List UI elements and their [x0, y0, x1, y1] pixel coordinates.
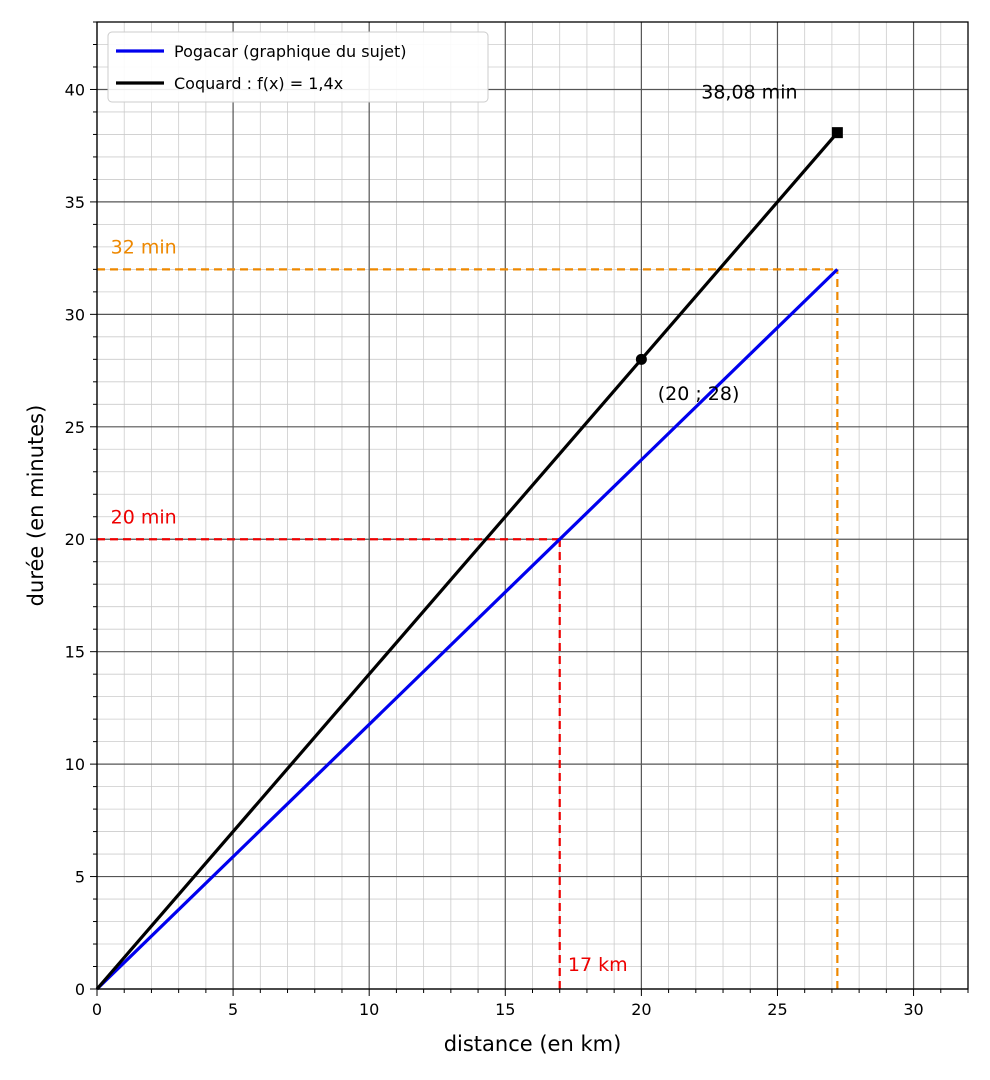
label-38-min: 38,08 min: [701, 81, 797, 103]
x-tick-label: 30: [903, 1000, 923, 1019]
point-20-28-marker: [635, 353, 647, 365]
annotations: 20 min 17 km 32 min (20 ; 28) 38,08 min: [111, 81, 798, 976]
label-point: (20 ; 28): [658, 383, 740, 405]
x-tick-label: 5: [228, 1000, 238, 1019]
x-axis-label: distance (en km): [444, 1032, 622, 1056]
legend-label-coquard: Coquard : f(x) = 1,4x: [174, 74, 343, 93]
y-tick-label: 0: [75, 980, 85, 999]
label-17-km: 17 km: [568, 954, 628, 976]
label-32-min: 32 min: [111, 237, 177, 259]
markers: [635, 127, 843, 365]
series-layer: [95, 131, 839, 991]
y-tick-label: 35: [65, 193, 85, 212]
axis-ticks: 0 5 10 15 20 25 30 0 5 10 15 20 25 30 35 40: [65, 21, 969, 1019]
x-tick-label: 20: [631, 1000, 651, 1019]
end-square-marker: [831, 127, 843, 139]
x-tick-label: 25: [767, 1000, 787, 1019]
y-tick-label: 25: [65, 418, 85, 437]
series-line-coquard: [95, 131, 839, 991]
legend-label-pogacar: Pogacar (graphique du sujet): [174, 42, 407, 61]
y-tick-label: 10: [65, 755, 85, 774]
x-tick-label: 15: [495, 1000, 515, 1019]
legend: Pogacar (graphique du sujet) Coquard : f(…: [107, 31, 489, 103]
y-tick-label: 5: [75, 868, 85, 887]
reference-lines: [97, 268, 839, 989]
y-tick-label: 40: [65, 80, 85, 99]
series-line-pogacar: [95, 268, 839, 991]
x-tick-label: 10: [359, 1000, 379, 1019]
legend-box: [107, 31, 489, 103]
y-tick-label: 20: [65, 530, 85, 549]
y-tick-label: 30: [65, 305, 85, 324]
x-tick-label: 0: [92, 1000, 102, 1019]
grid-minor: [97, 21, 969, 989]
y-tick-label: 15: [65, 643, 85, 662]
y-axis-label: durée (en minutes): [24, 405, 48, 607]
label-20-min: 20 min: [111, 506, 177, 528]
